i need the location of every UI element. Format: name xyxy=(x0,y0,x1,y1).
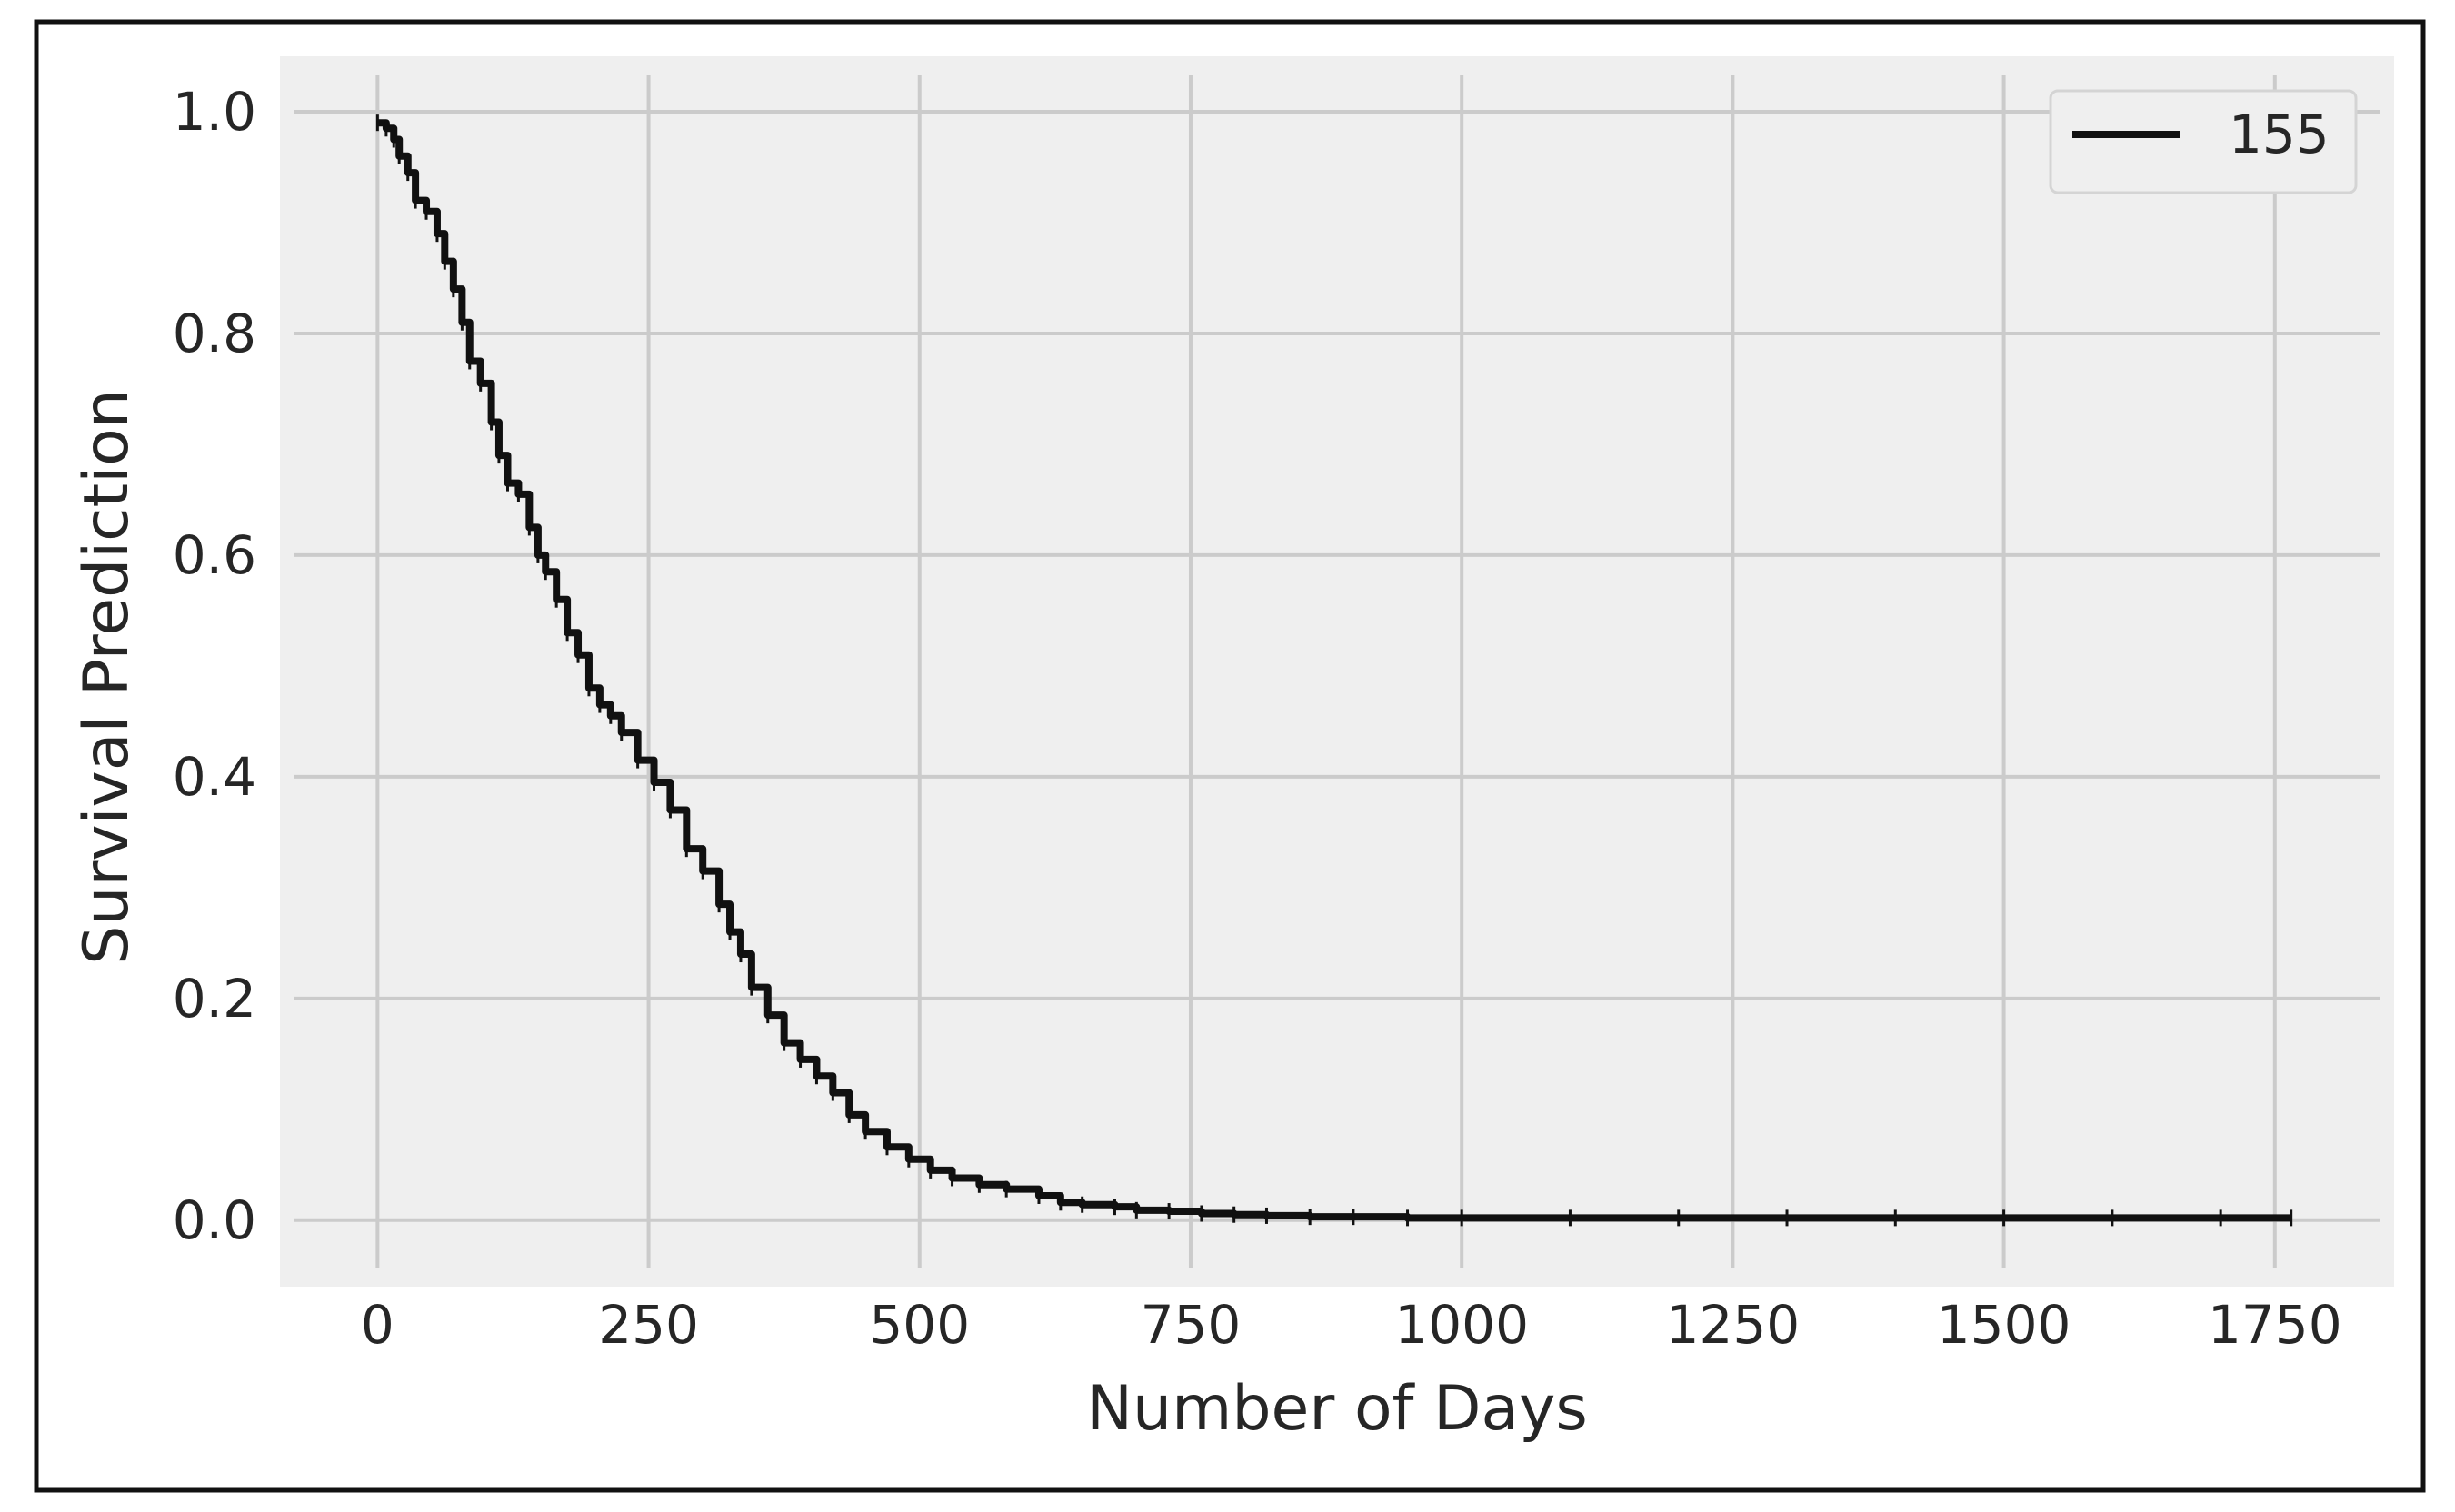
x-tick-label: 250 xyxy=(598,1294,699,1356)
x-axis-label: Number of Days xyxy=(1086,1373,1588,1445)
y-tick-labels: 0.0 0.2 0.4 0.6 0.8 1.0 xyxy=(173,81,256,1251)
x-tick-label: 500 xyxy=(869,1294,970,1356)
legend-box xyxy=(2049,89,2358,194)
y-tick-label: 0.6 xyxy=(173,524,256,586)
y-axis-label: Survival Prediction xyxy=(71,389,143,965)
plot-area xyxy=(280,56,2394,1287)
x-tick-label: 1250 xyxy=(1666,1294,1801,1356)
x-tick-labels: 0 250 500 750 1000 1250 1500 1750 xyxy=(361,1294,2342,1356)
y-tick-label: 1.0 xyxy=(173,81,256,143)
y-tick-label: 0.0 xyxy=(173,1189,256,1251)
x-tick-label: 1500 xyxy=(1937,1294,2071,1356)
legend-label: 155 xyxy=(2229,104,2330,165)
y-tick-label: 0.2 xyxy=(173,968,256,1030)
x-tick-label: 1000 xyxy=(1394,1294,1529,1356)
x-tick-label: 750 xyxy=(1141,1294,1242,1356)
y-tick-label: 0.4 xyxy=(173,746,256,808)
legend: 155 xyxy=(2049,89,2358,194)
y-tick-label: 0.8 xyxy=(173,303,256,364)
series-layer xyxy=(375,114,2293,1227)
x-tick-label: 0 xyxy=(361,1294,394,1356)
x-tick-label: 1750 xyxy=(2208,1294,2342,1356)
